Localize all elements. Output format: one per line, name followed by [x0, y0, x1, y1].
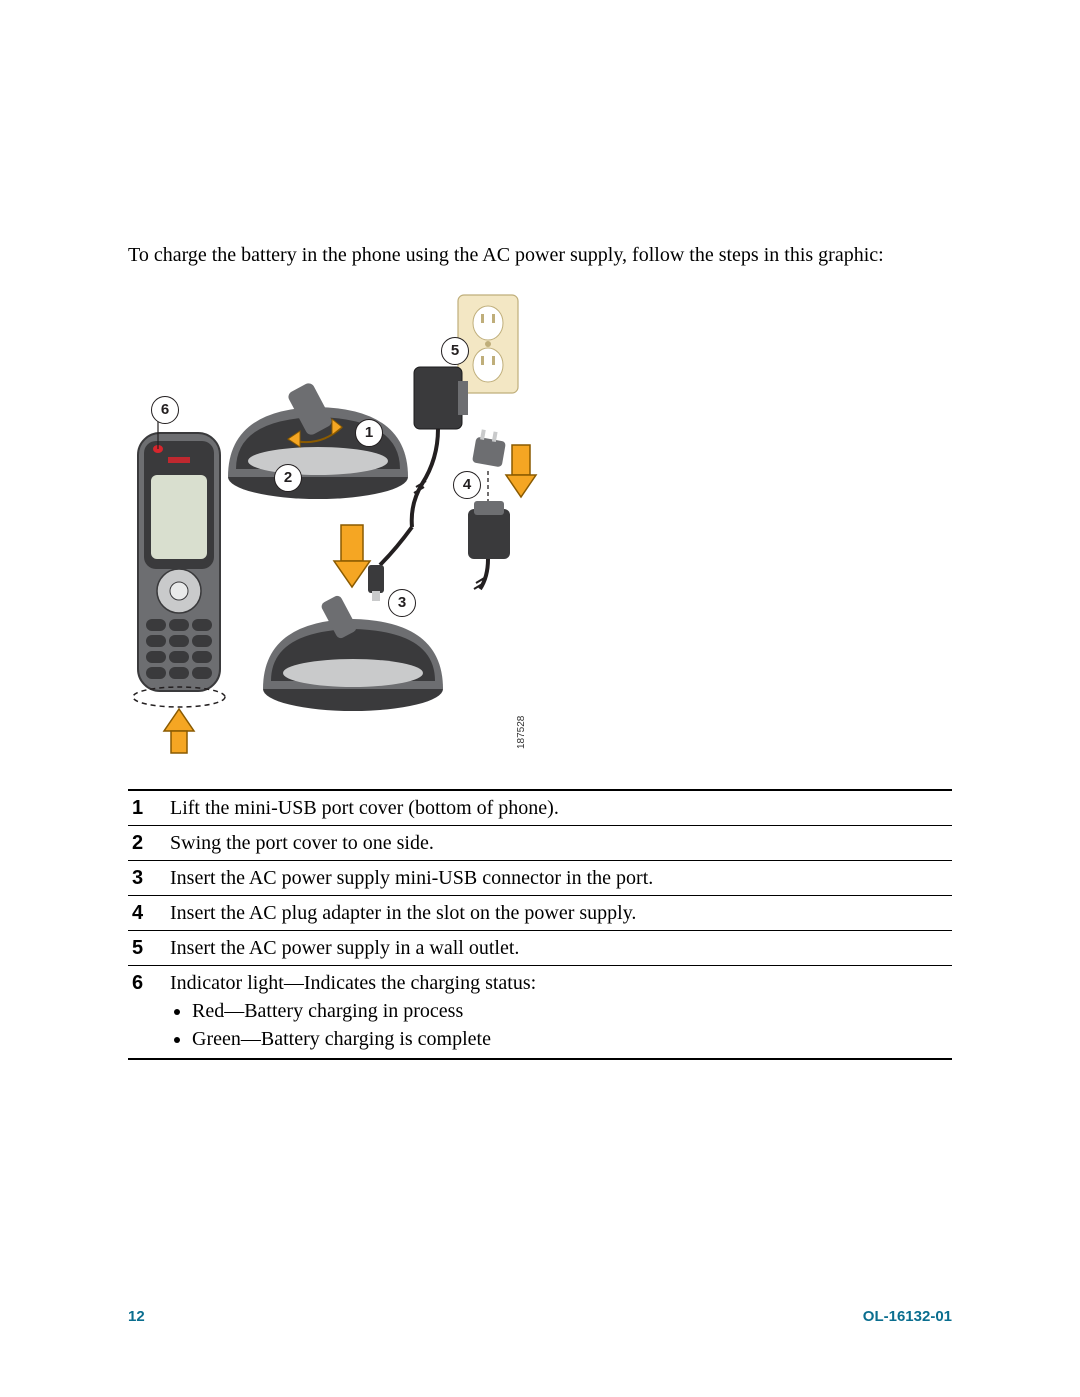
- page-footer: 12 OL-16132-01: [128, 1308, 952, 1325]
- ac-adapter-plugged: [412, 367, 468, 527]
- up-arrow-phone: [164, 709, 194, 753]
- callout-2: 2: [274, 464, 302, 492]
- step-text: Lift the mini-USB port cover (bottom of …: [166, 790, 952, 826]
- list-item: Red—Battery charging in process: [192, 998, 944, 1024]
- step-text: Insert the AC power supply in a wall out…: [166, 931, 952, 966]
- charging-illustration: [128, 289, 548, 759]
- table-row: 3 Insert the AC power supply mini-USB co…: [128, 861, 952, 896]
- callout-5: 5: [441, 337, 469, 365]
- step-number: 5: [128, 931, 166, 966]
- insert-arrow-3: [334, 525, 370, 587]
- step-number: 4: [128, 896, 166, 931]
- handset: [133, 421, 225, 753]
- document-page: To charge the battery in the phone using…: [0, 0, 1080, 1397]
- doc-id: OL-16132-01: [863, 1308, 952, 1325]
- step-text: Insert the AC plug adapter in the slot o…: [166, 896, 952, 931]
- figure-id: 187528: [516, 716, 527, 749]
- callout-6: 6: [151, 396, 179, 424]
- page-number: 12: [128, 1308, 145, 1325]
- step6-lead: Indicator light—Indicates the charging s…: [170, 972, 536, 994]
- callout-1: 1: [355, 419, 383, 447]
- dock-lower: [263, 525, 443, 711]
- step-text: Indicator light—Indicates the charging s…: [166, 966, 952, 1060]
- table-row: 1 Lift the mini-USB port cover (bottom o…: [128, 790, 952, 826]
- step-number: 6: [128, 966, 166, 1060]
- intro-paragraph: To charge the battery in the phone using…: [128, 242, 952, 269]
- callout-3: 3: [388, 589, 416, 617]
- step-number: 3: [128, 861, 166, 896]
- table-row: 2 Swing the port cover to one side.: [128, 826, 952, 861]
- step6-bullets: Red—Battery charging in process Green—Ba…: [192, 998, 944, 1052]
- steps-table: 1 Lift the mini-USB port cover (bottom o…: [128, 789, 952, 1060]
- step-number: 2: [128, 826, 166, 861]
- step-text: Insert the AC power supply mini-USB conn…: [166, 861, 952, 896]
- table-row: 4 Insert the AC plug adapter in the slot…: [128, 896, 952, 931]
- charging-figure: 1 2 3 4 5 6 187528: [128, 289, 548, 759]
- table-row: 5 Insert the AC power supply in a wall o…: [128, 931, 952, 966]
- callout-4: 4: [453, 471, 481, 499]
- table-row: 6 Indicator light—Indicates the charging…: [128, 966, 952, 1060]
- plug-adapter: [468, 429, 536, 589]
- step-number: 1: [128, 790, 166, 826]
- insert-arrow-4: [506, 445, 536, 497]
- page-content: To charge the battery in the phone using…: [128, 222, 952, 1060]
- list-item: Green—Battery charging is complete: [192, 1026, 944, 1052]
- step-text: Swing the port cover to one side.: [166, 826, 952, 861]
